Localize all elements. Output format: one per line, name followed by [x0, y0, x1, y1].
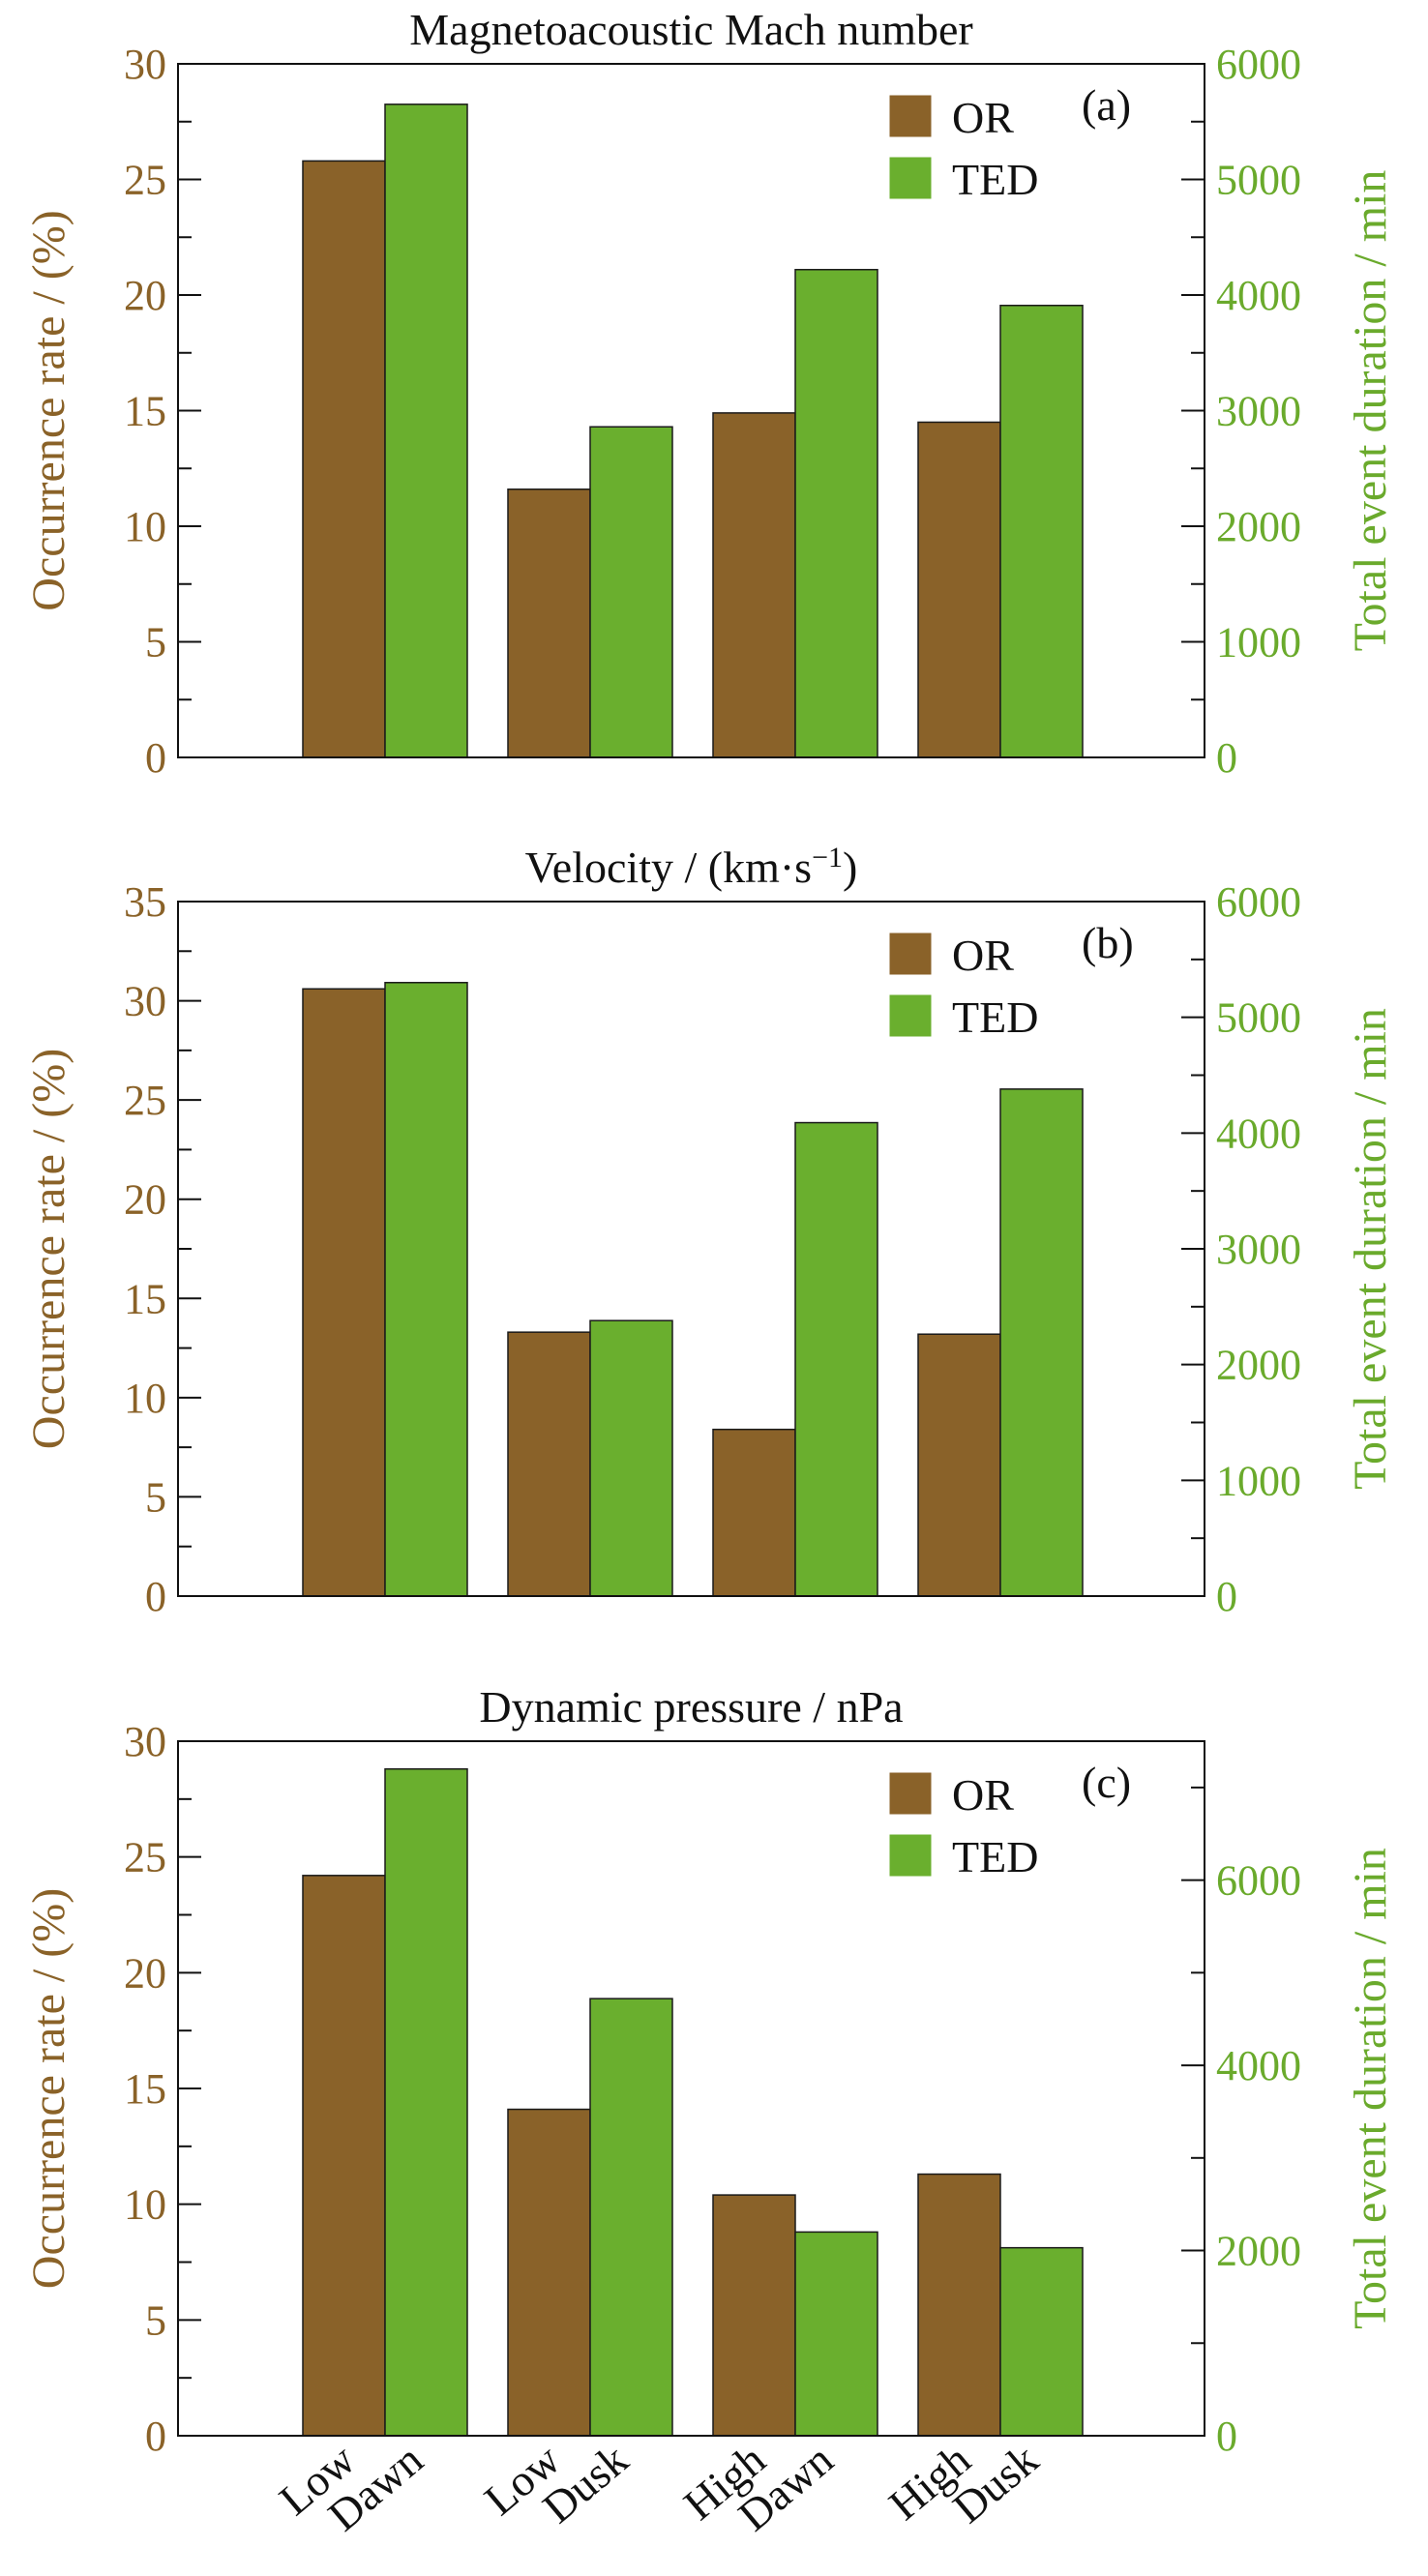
y2-tick-label: 6000 — [1216, 878, 1301, 926]
y-tick-label: 20 — [124, 272, 166, 319]
y-tick-label: 0 — [145, 1573, 166, 1620]
y2-axis-label: Total event duration / min — [1345, 1848, 1396, 2329]
chart-title: Velocity / (km·s−1) — [525, 842, 858, 892]
y-tick-label: 20 — [124, 1949, 166, 1997]
y-tick-label: 10 — [124, 2181, 166, 2229]
legend-swatch-or — [889, 933, 932, 975]
panel-b: 0 5 10 15 20 25 30 35 0 1000 2000 3000 4000 5000 6000 V… — [23, 842, 1396, 1620]
bar-or-2 — [507, 1331, 591, 1597]
panel-a: 0 5 10 15 20 25 30 0 1000 2000 3000 4000 5000 6000 Mag… — [23, 5, 1396, 782]
y-tick-label: 10 — [124, 503, 166, 550]
legend-swatch-or — [889, 1772, 932, 1815]
bar-ted-4 — [999, 305, 1084, 758]
bar-ted-3 — [794, 2231, 878, 2437]
panel-c: 0 5 10 15 20 25 30 0 2000 4000 6000 Dynamic pressur… — [23, 1682, 1396, 2460]
bar-or-3 — [712, 412, 796, 758]
y-tick-label: 35 — [124, 878, 166, 926]
bar-ted-3 — [794, 268, 878, 758]
y-tick-label: 0 — [145, 2413, 166, 2460]
bar-ted-1 — [384, 1767, 468, 2437]
bar-ted-1 — [384, 104, 468, 758]
bar-or-2 — [507, 2108, 591, 2437]
y2-tick-label: 3000 — [1216, 1226, 1301, 1273]
legend-label-or: OR — [952, 931, 1014, 980]
legend-label-or: OR — [952, 1770, 1014, 1820]
legend-swatch-ted — [889, 157, 932, 199]
y-tick-label: 5 — [145, 2296, 166, 2344]
bar-or-1 — [302, 1875, 386, 2437]
bar-or-4 — [917, 2173, 1001, 2437]
y2-tick-label: 4000 — [1216, 272, 1301, 319]
y2-tick-label: 4000 — [1216, 2042, 1301, 2089]
y2-tick-label: 2000 — [1216, 2228, 1301, 2275]
y2-tick-label: 6000 — [1216, 1857, 1301, 1905]
bar-or-3 — [712, 2194, 796, 2437]
y-tick-label: 20 — [124, 1176, 166, 1224]
legend-swatch-ted — [889, 1834, 932, 1877]
bar-or-3 — [712, 1428, 796, 1597]
y-tick-label: 30 — [124, 41, 166, 88]
y2-tick-label: 0 — [1216, 1573, 1237, 1620]
y-tick-label: 30 — [124, 1718, 166, 1765]
y-tick-label: 10 — [124, 1375, 166, 1422]
legend-label-ted: TED — [952, 1832, 1038, 1881]
bar-or-1 — [302, 160, 386, 758]
y2-tick-label: 5000 — [1216, 157, 1301, 204]
bar-or-4 — [917, 421, 1001, 758]
y-tick-label: 5 — [145, 1473, 166, 1521]
y2-tick-label: 1000 — [1216, 619, 1301, 666]
y-axis-label: Occurrence rate / (%) — [23, 210, 74, 610]
bar-ted-2 — [589, 426, 673, 758]
bar-or-4 — [917, 1333, 1001, 1597]
bar-or-2 — [507, 489, 591, 758]
y-tick-label: 25 — [124, 1834, 166, 1881]
panel-label: (b) — [1082, 918, 1134, 967]
y-tick-label: 25 — [124, 1077, 166, 1124]
y2-tick-label: 3000 — [1216, 388, 1301, 435]
legend-label-ted: TED — [952, 992, 1038, 1042]
chart-title: Dynamic pressure / nPa — [479, 1682, 903, 1732]
y-tick-label: 15 — [124, 388, 166, 435]
chart-title: Magnetoacoustic Mach number — [409, 5, 972, 54]
legend-swatch-ted — [889, 994, 932, 1037]
y-axis-label: Occurrence rate / (%) — [23, 1888, 74, 2289]
bar-ted-4 — [999, 2246, 1084, 2437]
bar-ted-3 — [794, 1121, 878, 1597]
legend-label-ted: TED — [952, 155, 1038, 204]
y-tick-label: 15 — [124, 2065, 166, 2113]
y2-axis-label: Total event duration / min — [1345, 1008, 1396, 1490]
y-tick-label: 25 — [124, 157, 166, 204]
panel-label: (a) — [1082, 80, 1131, 130]
legend-label-or: OR — [952, 93, 1014, 142]
y2-tick-label: 2000 — [1216, 503, 1301, 550]
y-tick-label: 5 — [145, 619, 166, 666]
y2-tick-label: 4000 — [1216, 1110, 1301, 1157]
legend-swatch-or — [889, 95, 932, 137]
y2-tick-label: 5000 — [1216, 994, 1301, 1042]
y-axis-label: Occurrence rate / (%) — [23, 1049, 74, 1449]
y2-tick-label: 1000 — [1216, 1457, 1301, 1504]
y2-tick-label: 0 — [1216, 734, 1237, 782]
panel-label: (c) — [1082, 1758, 1131, 1807]
bar-ted-1 — [384, 982, 468, 1597]
bar-ted-2 — [589, 1319, 673, 1597]
y-tick-label: 0 — [145, 734, 166, 782]
y2-tick-label: 6000 — [1216, 41, 1301, 88]
y-tick-label: 15 — [124, 1275, 166, 1322]
bar-or-1 — [302, 988, 386, 1597]
y-tick-label: 30 — [124, 978, 166, 1025]
bar-ted-4 — [999, 1088, 1084, 1597]
bar-ted-2 — [589, 1998, 673, 2437]
y2-tick-label: 2000 — [1216, 1342, 1301, 1389]
y2-tick-label: 0 — [1216, 2413, 1237, 2460]
y2-axis-label: Total event duration / min — [1345, 170, 1396, 652]
